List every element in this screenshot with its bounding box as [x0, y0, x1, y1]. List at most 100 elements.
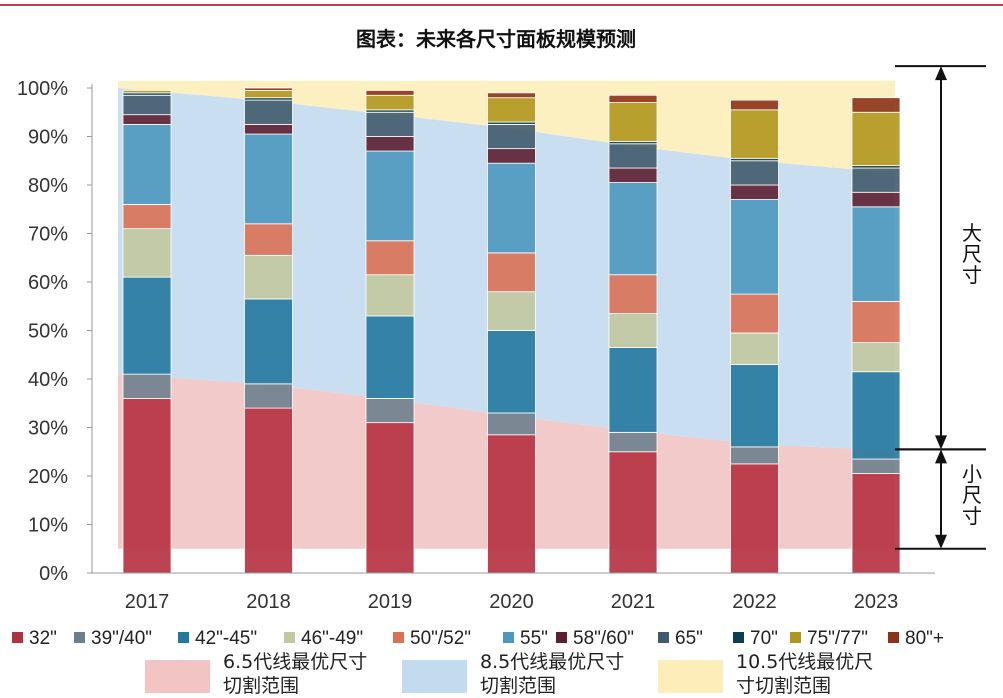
bar-segment — [122, 114, 172, 125]
bar-segment — [608, 94, 658, 103]
bar-segment — [851, 206, 901, 302]
legend-swatch — [658, 632, 669, 643]
x-tick-label: 2019 — [368, 591, 413, 613]
y-tick-label: 0% — [39, 563, 68, 585]
bar-segment — [851, 191, 901, 208]
bar-segment — [608, 313, 658, 348]
x-tick-label: 2021 — [611, 591, 656, 613]
x-tick-label: 2017 — [125, 591, 170, 613]
bar-segment — [122, 373, 172, 399]
bar-segment — [244, 87, 293, 91]
bar-segment — [730, 463, 779, 574]
bar-segment — [365, 150, 415, 242]
y-tick-label: 70% — [28, 224, 68, 246]
bar-segment — [730, 446, 779, 465]
bar-segment — [608, 431, 658, 453]
bar-segment — [851, 300, 901, 344]
bar-segment — [487, 92, 536, 99]
bar-segment — [487, 162, 536, 254]
bar-segment — [365, 136, 415, 152]
bar-segment — [122, 123, 172, 205]
legend-swatch — [733, 632, 744, 643]
bar-segment — [851, 458, 901, 474]
legend-label: 70" — [750, 628, 778, 649]
legend-swatch — [178, 632, 189, 643]
annotation-arrowhead — [935, 534, 947, 549]
bar-layer — [122, 87, 901, 574]
band-legend-label: 10.5代线最优尺 — [736, 651, 873, 673]
legend-label: 32" — [29, 628, 57, 649]
bar-segment — [365, 94, 415, 111]
band-legend-label: 切割范围 — [480, 675, 556, 697]
chart-title: 图表：未来各尺寸面板规模预测 — [356, 27, 636, 51]
legend-swatch — [12, 632, 23, 643]
legend-label: 50"/52" — [410, 628, 471, 649]
legend-label: 55" — [520, 628, 548, 649]
bar-segment — [244, 383, 293, 409]
bar-segment — [851, 167, 901, 193]
bar-segment — [608, 274, 658, 314]
bar-segment — [487, 330, 536, 414]
bar-segment — [487, 148, 536, 164]
bar-segment — [365, 397, 415, 424]
legend-swatch — [284, 632, 295, 643]
legend: 32" 39"/40" 42"-45" 46"-49" 50"/52" 55" 58"/60… — [12, 628, 944, 649]
band-legend-swatch — [145, 660, 210, 693]
band-legend-swatch — [658, 660, 723, 693]
bar-segment — [122, 94, 172, 116]
annotation-label: 尺 — [962, 483, 982, 507]
bar-segment — [730, 109, 779, 159]
bar-segment — [487, 123, 536, 150]
annotation-label: 寸 — [962, 263, 982, 287]
bar-segment — [244, 223, 293, 256]
bar-segment — [487, 97, 536, 123]
legend-swatch — [790, 632, 801, 643]
axes-layer: 0% 10% 20% 30% 40% 50% 60% 70% 80% 90% 100% 2017 201… — [17, 78, 935, 613]
legend-swatch — [393, 632, 404, 643]
bar-segment — [851, 342, 901, 373]
bar-segment — [487, 412, 536, 436]
bar-segment — [365, 240, 415, 276]
annotation-label: 尺 — [962, 242, 982, 266]
legend-label: 65" — [675, 628, 703, 649]
bar-segment — [730, 293, 779, 334]
bar-segment — [608, 143, 658, 169]
bar-segment — [122, 90, 172, 94]
bar-segment — [122, 203, 172, 230]
legend-swatch — [888, 632, 899, 643]
bar-segment — [487, 291, 536, 331]
legend-label: 58"/60" — [573, 628, 634, 649]
y-tick-label: 30% — [28, 418, 68, 440]
y-tick-label: 10% — [28, 515, 68, 537]
band-legend-label: 切割范围 — [223, 675, 299, 697]
band-legend-label: 6.5代线最优尺寸 — [223, 651, 367, 673]
bar-segment — [608, 451, 658, 574]
bar-segment — [244, 254, 293, 300]
y-tick-label: 50% — [28, 321, 68, 343]
bar-segment — [487, 434, 536, 574]
bar-segment — [487, 252, 536, 293]
bar-segment — [730, 99, 779, 111]
annotation-label: 寸 — [962, 504, 982, 528]
band-legend-swatch — [402, 660, 467, 693]
bar-segment — [608, 347, 658, 433]
bar-segment — [122, 276, 172, 375]
bar-segment — [608, 182, 658, 276]
bar-segment — [730, 184, 779, 200]
bar-segment — [851, 371, 901, 460]
x-tick-label: 2023 — [854, 591, 899, 613]
y-tick-label: 80% — [28, 175, 68, 197]
legend-label: 42"-45" — [195, 628, 257, 649]
bar-segment — [730, 160, 779, 186]
bar-segment — [244, 99, 293, 125]
x-tick-label: 2018 — [246, 591, 291, 613]
annotation-label: 小 — [962, 462, 982, 486]
legend-label: 75"/77" — [807, 628, 868, 649]
bar-segment — [365, 90, 415, 96]
y-tick-label: 40% — [28, 369, 68, 391]
band-legend-label: 8.5代线最优尺寸 — [480, 651, 624, 673]
bar-segment — [608, 167, 658, 183]
bar-segment — [730, 332, 779, 365]
